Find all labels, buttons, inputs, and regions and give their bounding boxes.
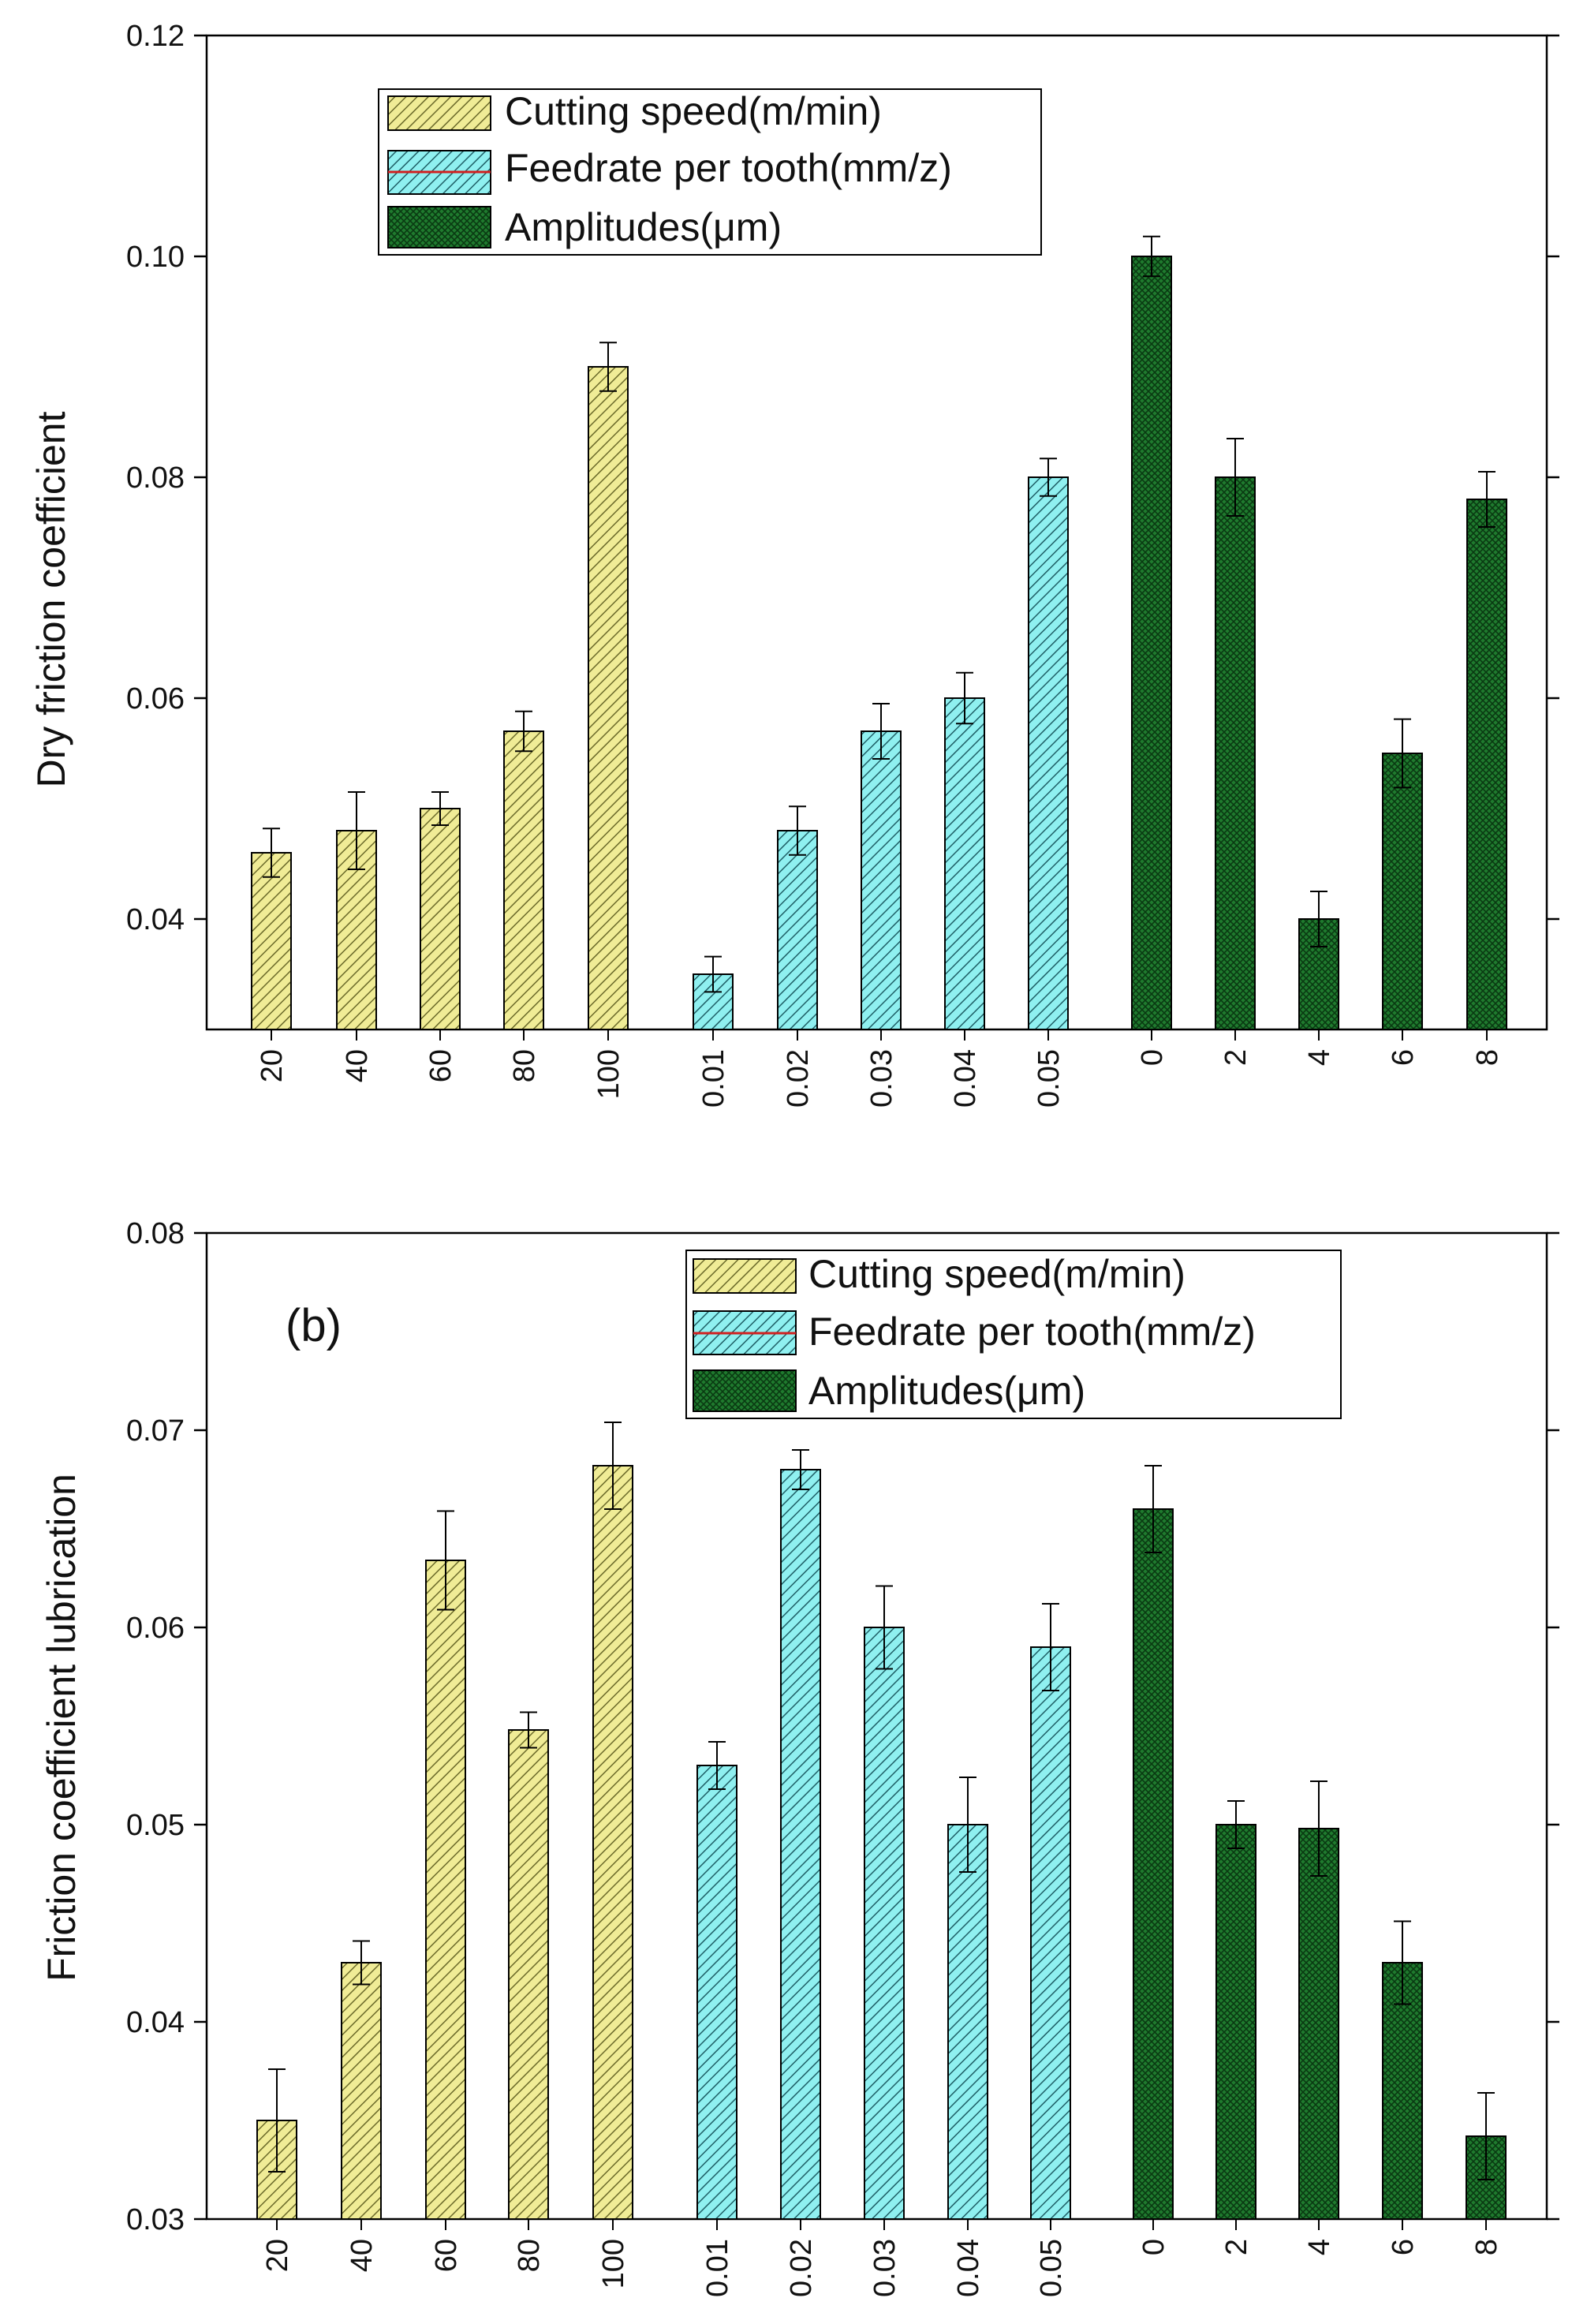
bars	[251, 235, 1507, 1030]
x-tick-label: 0.03	[868, 2239, 902, 2297]
chart-panel-a: Dry friction coefficient 0.04 0.06 0.08 0.1…	[29, 20, 1559, 1108]
bar-amplitudes	[1466, 499, 1507, 1030]
chart-panel-b: Friction coefficient lubrication (b) 0.0…	[39, 1217, 1559, 2297]
x-tick-label: 8	[1471, 1049, 1504, 1066]
bar-feedrate	[944, 697, 985, 1030]
x-tick-label: 6	[1387, 1049, 1420, 1066]
x-tick-label: 60	[424, 1049, 457, 1082]
bar-amplitudes	[1215, 476, 1256, 1030]
x-axis-ticks: 20 40 60 80 100 0.01 0.02 0.03 0.04 0.05 0 2 4 6 8	[261, 2219, 1503, 2297]
bar-feedrate	[780, 1469, 821, 2220]
y-axis-ticks: 0.03 0.04 0.05 0.06 0.07 0.08	[126, 1217, 1559, 2236]
x-tick-label: 60	[430, 2239, 463, 2272]
bar-cutting-speed	[503, 730, 544, 1030]
x-tick-label: 0.02	[782, 1049, 815, 1108]
bar-feedrate	[777, 830, 818, 1030]
x-tick-label: 4	[1303, 1049, 1336, 1066]
y-tick-label: 0.04	[126, 2006, 185, 2039]
x-tick-label: 2	[1219, 1049, 1253, 1066]
x-tick-label: 100	[597, 2239, 630, 2289]
bar-feedrate	[864, 1627, 905, 2220]
x-tick-label: 0.03	[865, 1049, 898, 1108]
x-tick-label: 4	[1303, 2239, 1336, 2255]
y-tick-label: 0.04	[126, 903, 185, 936]
legend-swatch-cutting-speed	[693, 1258, 797, 1294]
x-tick-label: 80	[508, 1049, 541, 1082]
bar-cutting-speed	[508, 1729, 549, 2220]
y-tick-label: 0.05	[126, 1809, 185, 1842]
y-axis-title: Dry friction coefficient	[29, 411, 73, 787]
legend-label-cutting-speed: Cutting speed(m/min)	[808, 1252, 1186, 1296]
bar-cutting-speed	[420, 808, 461, 1030]
bar-feedrate	[696, 1765, 737, 2220]
bar-cutting-speed	[592, 1465, 633, 2220]
legend-label-feedrate: Feedrate per tooth(mm/z)	[505, 146, 952, 190]
x-tick-label: 0.01	[701, 2239, 734, 2297]
x-tick-label: 0.01	[697, 1049, 730, 1108]
y-tick-label: 0.03	[126, 2203, 185, 2236]
bar-cutting-speed	[588, 366, 629, 1030]
x-tick-label: 0.05	[1035, 2239, 1068, 2297]
legend-label-amplitudes: Amplitudes(μm)	[808, 1369, 1085, 1413]
x-tick-label: 0	[1137, 2239, 1171, 2255]
y-tick-label: 0.08	[126, 1217, 185, 1250]
x-tick-label: 40	[345, 2239, 379, 2272]
legend-swatch-amplitudes	[693, 1369, 797, 1412]
x-tick-label: 40	[341, 1049, 374, 1082]
bar-cutting-speed	[251, 852, 292, 1030]
x-axis-ticks: 20 40 60 80 100 0.01 0.02 0.03 0.04 0.05 0 2 4 6 8	[256, 1029, 1504, 1108]
x-tick-label: 6	[1387, 2239, 1420, 2255]
x-tick-label: 0.02	[785, 2239, 818, 2297]
bar-cutting-speed	[341, 1962, 382, 2220]
y-tick-label: 0.07	[126, 1414, 185, 1448]
legend-label-cutting-speed: Cutting speed(m/min)	[505, 89, 882, 133]
x-tick-label: 8	[1470, 2239, 1503, 2255]
bar-feedrate	[1030, 1646, 1071, 2220]
panel-label: (b)	[286, 1300, 342, 1351]
legend: Cutting speed(m/min) Feedrate per tooth(…	[378, 88, 1042, 256]
bar-feedrate	[947, 1824, 988, 2220]
y-tick-label: 0.06	[126, 682, 185, 716]
x-tick-label: 20	[261, 2239, 294, 2272]
y-tick-label: 0.10	[126, 241, 185, 274]
x-tick-label: 0	[1136, 1049, 1169, 1066]
x-tick-label: 20	[256, 1049, 289, 1082]
x-tick-label: 80	[513, 2239, 546, 2272]
bar-feedrate	[1028, 476, 1069, 1030]
bar-amplitudes	[1382, 753, 1423, 1030]
legend-label-amplitudes: Amplitudes(μm)	[505, 205, 782, 249]
y-axis-title: Friction coefficient lubrication	[39, 1474, 84, 1982]
y-tick-label: 0.12	[126, 20, 185, 53]
y-axis-ticks: 0.04 0.06 0.08 0.10 0.12	[126, 20, 1559, 936]
bar-cutting-speed	[425, 1560, 466, 2220]
y-tick-label: 0.06	[126, 1612, 185, 1645]
bar-amplitudes	[1215, 1824, 1256, 2220]
x-tick-label: 100	[592, 1049, 625, 1099]
legend-swatch-cutting-speed	[387, 95, 491, 131]
legend-label-feedrate: Feedrate per tooth(mm/z)	[808, 1310, 1256, 1354]
y-tick-label: 0.08	[126, 461, 185, 495]
bar-amplitudes	[1298, 1828, 1339, 2220]
bar-feedrate	[861, 730, 902, 1030]
bar-amplitudes	[1131, 256, 1172, 1030]
legend: Cutting speed(m/min) Feedrate per tooth(…	[685, 1250, 1342, 1419]
bars	[256, 1422, 1507, 2220]
bar-amplitudes	[1133, 1508, 1174, 2220]
x-tick-label: 2	[1220, 2239, 1253, 2255]
x-tick-label: 0.04	[952, 2239, 985, 2297]
x-tick-label: 0.05	[1032, 1049, 1066, 1108]
legend-swatch-amplitudes	[387, 206, 491, 248]
x-tick-label: 0.04	[949, 1049, 982, 1108]
